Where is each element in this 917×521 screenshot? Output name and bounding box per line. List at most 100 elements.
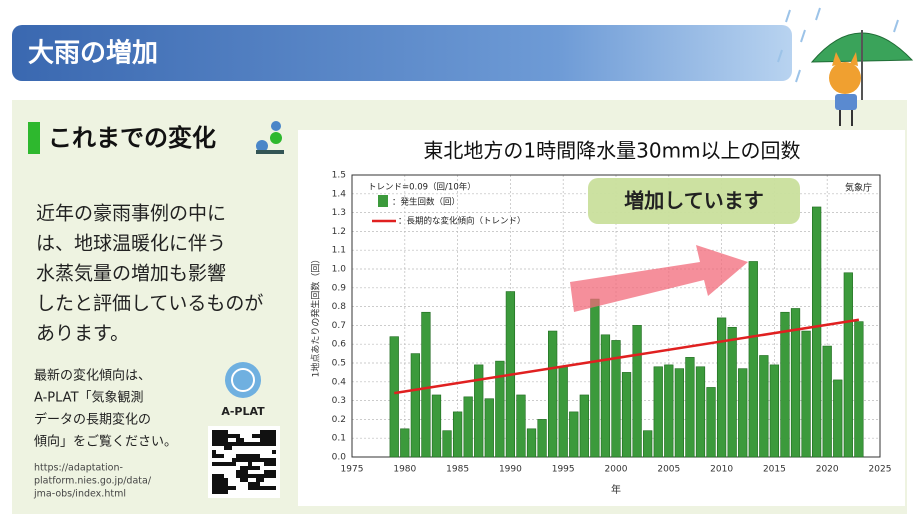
qr-cell bbox=[212, 486, 216, 490]
bar bbox=[410, 353, 420, 458]
qr-cell bbox=[224, 482, 228, 486]
bar bbox=[759, 355, 769, 458]
body-text: 水蒸気量の増加も影響 bbox=[36, 263, 226, 285]
qr-cell bbox=[212, 442, 216, 446]
qr-cell bbox=[244, 442, 248, 446]
qr-cell bbox=[240, 438, 244, 442]
qr-cell bbox=[224, 442, 228, 446]
qr-cell bbox=[220, 434, 224, 438]
qr-cell bbox=[212, 450, 216, 454]
x-tick-label: 1975 bbox=[341, 465, 364, 475]
qr-cell bbox=[224, 446, 228, 450]
qr-cell bbox=[240, 470, 244, 474]
icon bbox=[256, 121, 284, 154]
qr-cell bbox=[252, 486, 256, 490]
mascot bbox=[777, 7, 914, 126]
x-tick-label: 2005 bbox=[657, 465, 680, 475]
qr-cell bbox=[256, 486, 260, 490]
x-tick-label: 2020 bbox=[816, 465, 839, 475]
qr-cell bbox=[268, 470, 272, 474]
qr-cell bbox=[232, 486, 236, 490]
qr-cell bbox=[256, 466, 260, 470]
qr-cell bbox=[236, 470, 240, 474]
qr-cell bbox=[268, 474, 272, 478]
qr-cell bbox=[244, 470, 248, 474]
y-tick-label: 1.3 bbox=[332, 208, 346, 218]
bar bbox=[748, 261, 758, 458]
header-bar bbox=[12, 25, 792, 81]
qr-cell bbox=[268, 438, 272, 442]
url-text: jma-obs/index.html bbox=[33, 489, 126, 500]
bar bbox=[463, 396, 473, 458]
y-tick-label: 0.6 bbox=[332, 340, 347, 350]
bar bbox=[516, 394, 526, 458]
qr-cell bbox=[256, 458, 260, 462]
qr-cell bbox=[260, 458, 264, 462]
qr-cell bbox=[216, 482, 220, 486]
qr-cell bbox=[256, 482, 260, 486]
qr-cell bbox=[216, 490, 220, 494]
bar bbox=[695, 366, 706, 458]
note-text: 最新の変化傾向は、 bbox=[34, 368, 151, 384]
qr-cell bbox=[252, 466, 256, 470]
bar bbox=[854, 321, 864, 458]
qr-cell bbox=[220, 482, 224, 486]
qr-cell bbox=[236, 438, 240, 442]
qr-cell bbox=[272, 430, 276, 434]
qr-cell bbox=[236, 458, 240, 462]
qr-cell bbox=[260, 486, 264, 490]
bar bbox=[474, 364, 484, 458]
y-tick-label: 0.8 bbox=[332, 302, 347, 312]
y-tick-label: 0.1 bbox=[332, 434, 346, 444]
url-text: platform.nies.go.jp/data/ bbox=[34, 476, 152, 487]
bar bbox=[452, 411, 463, 458]
qr-cell bbox=[240, 454, 244, 458]
qr-cell bbox=[220, 478, 224, 482]
qr-cell bbox=[268, 486, 272, 490]
body-text: は、地球温暖化に伴う bbox=[36, 233, 226, 255]
qr-cell bbox=[248, 458, 252, 462]
trend-line bbox=[394, 318, 860, 395]
qr-cell bbox=[268, 458, 272, 462]
qr-cell bbox=[224, 438, 228, 442]
qr-cell bbox=[220, 474, 224, 478]
aplat-logo bbox=[225, 362, 261, 398]
y-tick-label: 0.7 bbox=[332, 321, 346, 331]
bar bbox=[526, 428, 537, 458]
bar bbox=[421, 311, 431, 458]
bar bbox=[621, 372, 632, 458]
x-tick-label: 2015 bbox=[763, 465, 786, 475]
qr-cell bbox=[268, 430, 272, 434]
note-text: データの長期変化の bbox=[34, 412, 151, 428]
qr-cell bbox=[272, 438, 276, 442]
qr-cell bbox=[216, 442, 220, 446]
bar bbox=[780, 311, 790, 458]
qr-cell bbox=[224, 490, 228, 494]
y-tick-label: 0.3 bbox=[332, 396, 346, 406]
qr-cell bbox=[212, 482, 216, 486]
bar bbox=[833, 379, 843, 458]
qr-cell bbox=[220, 442, 224, 446]
qr-cell bbox=[272, 486, 276, 490]
qr-cell bbox=[244, 458, 248, 462]
qr-cell bbox=[244, 478, 248, 482]
header-title: 大雨の増加 bbox=[28, 39, 158, 69]
y-tick-label: 1.4 bbox=[332, 189, 347, 199]
qr-cell bbox=[260, 442, 264, 446]
y-tick-label: 0.0 bbox=[332, 453, 347, 463]
legend-swatch bbox=[378, 195, 388, 207]
qr-cell bbox=[252, 454, 256, 458]
qr-cell bbox=[264, 474, 268, 478]
bar bbox=[653, 366, 663, 458]
heading-marker bbox=[28, 122, 40, 154]
qr-cell bbox=[256, 454, 260, 458]
qr-cell bbox=[232, 434, 236, 438]
y-tick-label: 0.4 bbox=[332, 377, 347, 387]
qr-cell bbox=[212, 462, 216, 466]
logo-label: A-PLAT bbox=[221, 405, 265, 418]
qr-cell bbox=[248, 462, 252, 466]
bar bbox=[769, 364, 780, 458]
qr-cell bbox=[216, 454, 220, 458]
bar bbox=[812, 206, 822, 458]
x-tick-label: 2010 bbox=[710, 465, 733, 475]
